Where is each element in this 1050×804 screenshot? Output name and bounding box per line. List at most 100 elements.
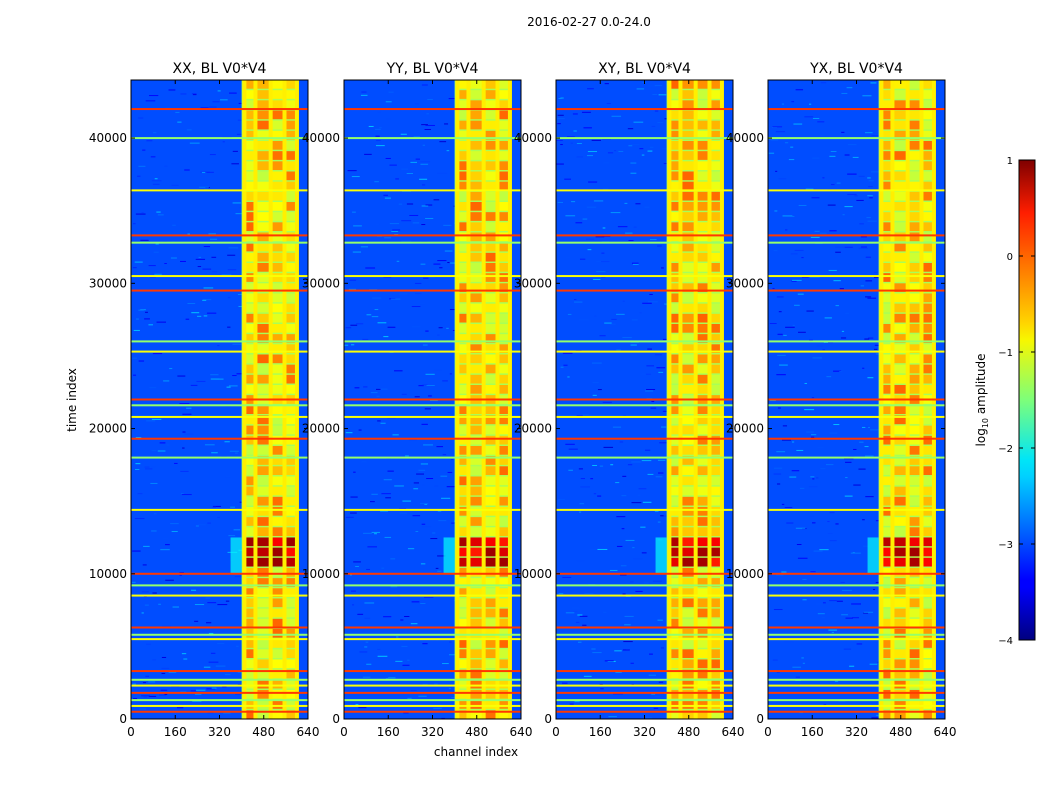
band-cell: [256, 456, 270, 465]
heatmap-cell: [788, 159, 795, 161]
heatmap-cell: [863, 611, 874, 613]
band-cell: [498, 323, 509, 333]
heatmap-cell: [366, 663, 372, 665]
band-cell: [256, 588, 270, 598]
heatmap-cell: [865, 455, 874, 457]
band-cell: [245, 303, 255, 313]
band-cell: [681, 608, 695, 618]
band-cell: [498, 283, 509, 293]
band-cell: [670, 700, 680, 709]
band-cell: [271, 456, 284, 465]
band-cell: [681, 151, 695, 160]
y-tick-label: 0: [756, 712, 764, 726]
heatmap-cell: [845, 617, 853, 619]
band-cell: [710, 689, 721, 699]
heatmap-cell: [390, 586, 398, 588]
band-cell: [681, 425, 695, 435]
heatmap-cell: [579, 615, 588, 617]
heatmap-cell: [412, 515, 421, 517]
heatmap-cell: [647, 301, 658, 303]
heatmap-cell: [415, 293, 422, 295]
band-cell: [670, 293, 680, 303]
band-cell: [681, 283, 695, 293]
band-cell: [484, 435, 497, 445]
band-cell: [710, 273, 721, 282]
heatmap-cell: [423, 277, 429, 279]
heatmap-cell: [840, 581, 845, 583]
heatmap-cell: [224, 441, 230, 443]
heatmap-cell: [597, 495, 602, 497]
band-cell: [681, 171, 695, 181]
band-cell: [271, 323, 284, 333]
band-cell: [710, 618, 721, 628]
band-cell: [681, 476, 695, 486]
heatmap-cell: [582, 414, 589, 416]
hot-wing: [443, 537, 455, 574]
band-cell: [696, 425, 709, 435]
heatmap-cell: [377, 420, 381, 422]
band-cell: [670, 100, 680, 110]
band-cell: [498, 445, 509, 455]
heatmap-cell: [624, 624, 631, 626]
heatmap-cell: [449, 641, 452, 643]
band-cell: [882, 201, 892, 211]
heatmap-cell: [229, 450, 239, 452]
band-cell: [484, 130, 497, 140]
heatmap-cell: [793, 123, 803, 125]
heatmap-cell: [773, 609, 783, 611]
band-cell: [256, 466, 270, 476]
heatmap-cell: [630, 143, 640, 145]
rfi-row: [556, 404, 733, 407]
band-cell: [670, 527, 680, 537]
heatmap-cell: [662, 338, 670, 340]
heatmap-cell: [783, 334, 787, 336]
heatmap-cell: [441, 497, 451, 499]
band-cell: [696, 323, 709, 333]
band-cell: [670, 618, 680, 628]
heatmap-cell: [366, 568, 371, 570]
band-cell: [245, 567, 255, 577]
heatmap-cell: [621, 528, 625, 530]
heatmap-cell: [153, 513, 157, 515]
band-cell: [458, 588, 468, 598]
heatmap-cell: [411, 326, 421, 328]
heatmap-cell: [795, 527, 806, 529]
band-cell: [670, 130, 680, 140]
band-cell: [484, 90, 497, 99]
heatmap-cell: [792, 324, 795, 326]
heatmap-cell: [781, 571, 787, 573]
rfi-row: [131, 633, 308, 636]
band-cell: [908, 222, 921, 232]
heatmap-cell: [358, 429, 362, 431]
band-cell: [696, 689, 709, 699]
rfi-row: [131, 710, 308, 713]
heatmap-cell: [228, 247, 239, 249]
band-cell: [271, 649, 284, 659]
rfi-row: [556, 710, 733, 713]
band-cell: [245, 649, 255, 659]
rfi-row: [344, 437, 521, 440]
band-cell: [908, 578, 921, 587]
band-cell: [458, 598, 468, 608]
band-cell: [245, 547, 255, 557]
rfi-row: [131, 340, 308, 343]
heatmap-cell: [220, 99, 228, 101]
band-cell: [285, 80, 296, 89]
heatmap-cell: [439, 141, 447, 143]
band-cell: [271, 161, 284, 171]
band-cell: [498, 140, 509, 150]
heatmap-cell: [813, 550, 823, 552]
band-cell: [245, 334, 255, 343]
band-cell: [256, 425, 270, 435]
band-cell: [922, 374, 933, 384]
band-cell: [469, 517, 483, 526]
band-cell: [681, 578, 695, 587]
band-cell: [710, 374, 721, 384]
heatmap-cell: [790, 253, 798, 255]
band-cell: [484, 547, 497, 557]
band-cell: [469, 466, 483, 476]
heatmap-cell: [151, 450, 157, 452]
colorbar-label: log10 amplitude: [974, 354, 990, 447]
band-cell: [458, 517, 468, 526]
band-cell: [670, 445, 680, 455]
